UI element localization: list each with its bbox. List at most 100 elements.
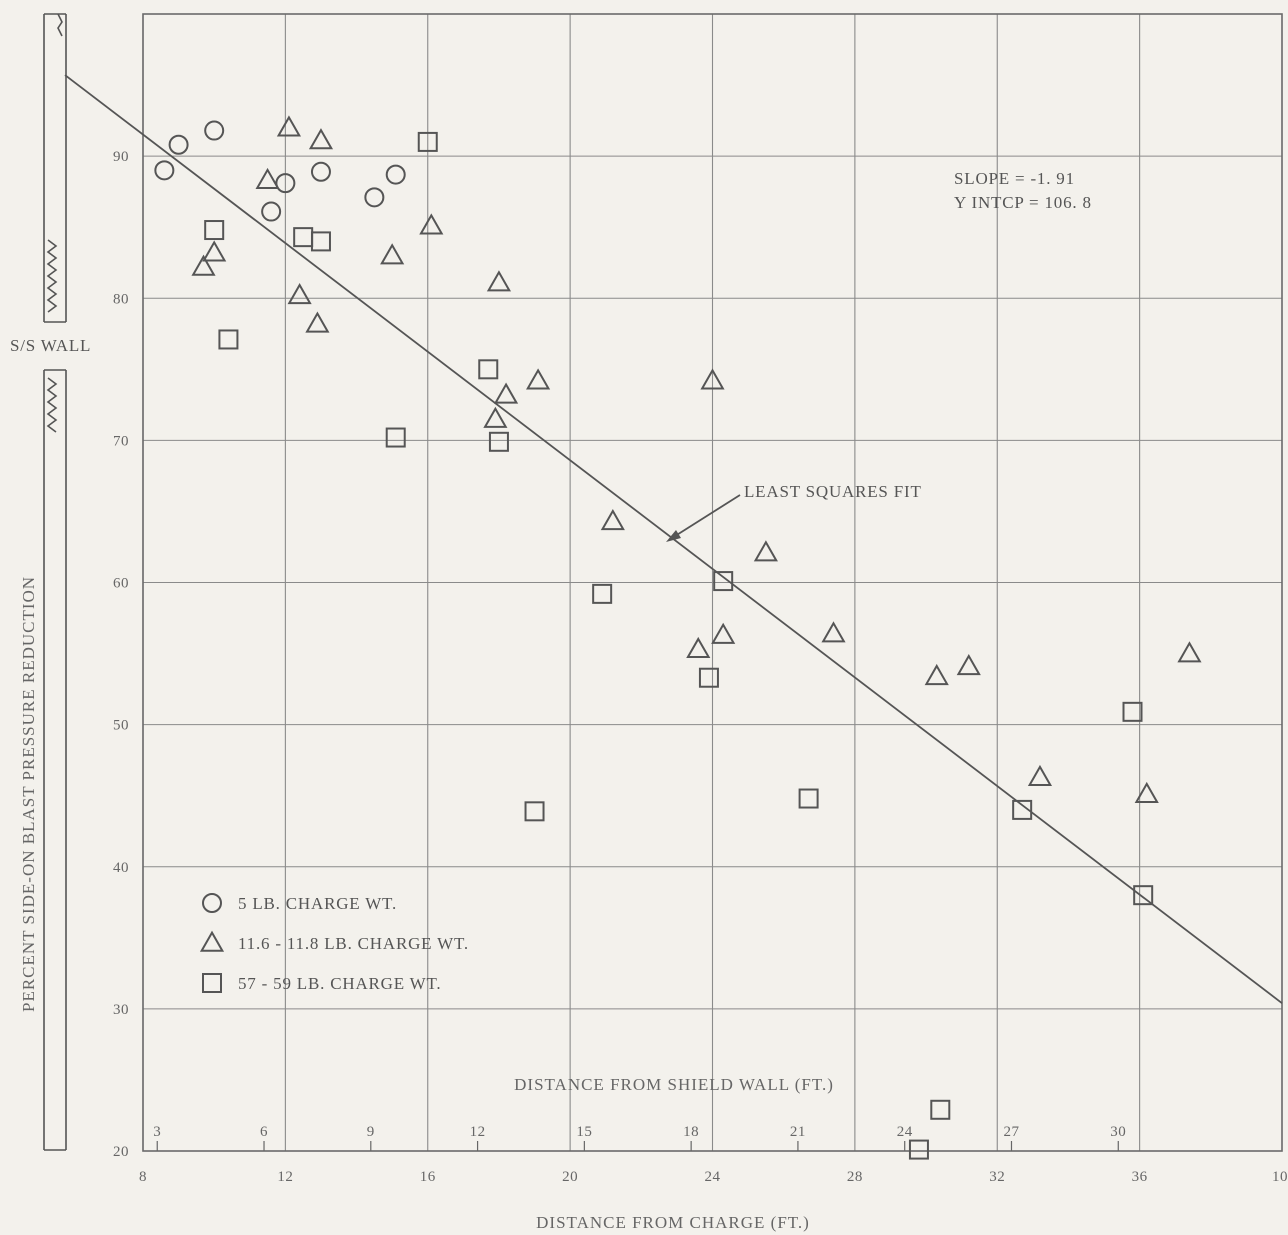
triangle-data-point [686,636,711,659]
square-data-point [310,231,331,252]
triangle-data-point [380,243,405,265]
secondary-x-tick-label: 27 [1003,1124,1019,1140]
fit-arrow-head [666,530,681,542]
legend-label: 57 - 59 LB. CHARGE WT. [238,974,442,993]
square-data-point [592,583,613,604]
y-axis-title: PERCENT SIDE-ON BLAST PRESSURE REDUCTION [19,576,38,1012]
x-tick-label: 10 [1272,1169,1288,1185]
legend-triangle-marker [199,930,225,952]
square-data-point [204,220,225,241]
fit-annotation: LEAST SQUARES FIT [666,482,922,542]
x-tick-label: 12 [277,1169,293,1185]
square-data-point [908,1139,929,1160]
legend-square-marker [202,973,222,993]
triangle-data-point [956,653,981,676]
y-tick-label: 50 [113,718,129,734]
triangle-data-point [191,254,216,276]
y-tick-label: 80 [113,291,129,307]
legend-label: 5 LB. CHARGE WT. [238,894,397,913]
circle-data-point [261,201,282,222]
data-points [154,115,1202,1160]
secondary-x-tick-label: 24 [897,1124,913,1140]
triangle-data-point [1134,781,1159,804]
wall-upper-break [46,13,63,313]
secondary-x-tick-label: 6 [260,1124,268,1140]
x-tick-label: 8 [139,1169,147,1185]
triangle-data-point [711,622,736,644]
y-tick-label: 70 [113,433,129,449]
square-data-point [488,431,509,452]
intercept-annotation: Y INTCP = 106. 8 [954,193,1092,212]
legend-label: 11.6 - 11.8 LB. CHARGE WT. [238,934,469,953]
square-data-point [1133,885,1154,906]
circle-data-point [204,120,225,141]
grid [142,14,1282,1152]
triangle-data-point [700,368,725,390]
triangle-data-point [287,283,312,305]
y-tick-label: 90 [113,149,129,165]
square-data-point [1122,701,1143,722]
secondary-x-tick-label: 15 [576,1124,592,1140]
triangle-data-point [276,115,302,137]
triangle-data-point [600,509,625,531]
circle-data-point [385,164,406,185]
legend: 5 LB. CHARGE WT. 11.6 - 11.8 LB. CHARGE W… [199,893,469,993]
triangle-data-point [753,540,778,562]
triangle-data-point [924,663,949,686]
secondary-x-tick-label: 12 [470,1124,486,1140]
secondary-x-tick-label: 21 [790,1124,806,1140]
square-data-point [218,329,239,350]
square-data-point [798,788,819,809]
x-tick-label: 24 [705,1169,721,1185]
x-tick-label: 28 [847,1169,863,1185]
square-data-point [478,359,499,380]
fit-label: LEAST SQUARES FIT [744,482,922,501]
triangle-data-point [419,213,444,235]
secondary-x-tick-label: 18 [683,1124,699,1140]
x-tick-label: 16 [420,1169,436,1185]
shield-wall-indicator: S/S WALL [10,13,91,1151]
slope-annotation: SLOPE = -1. 91 [954,169,1075,188]
secondary-x-tick-label: 30 [1110,1124,1126,1140]
y-tick-label: 60 [113,576,129,592]
square-data-point [698,667,719,688]
wall-label: S/S WALL [10,336,91,355]
wall-lower-break [46,377,58,433]
square-data-point [524,801,545,822]
triangle-data-point [308,128,334,150]
plot-frame [142,13,1283,1152]
square-data-point [930,1099,951,1120]
square-data-point [417,131,438,152]
triangle-data-point [305,311,330,333]
secondary-x-tick-label: 3 [153,1124,161,1140]
triangle-data-point [1027,764,1053,786]
x-tick-labels: 8 12 16 20 24 28 32 36 10 [139,1169,1288,1185]
secondary-x-tick-labels: 3 6 9 12 15 18 21 24 27 30 [153,1124,1126,1151]
square-data-point [293,227,314,248]
circle-data-point [310,161,331,182]
x-tick-label: 32 [989,1169,1005,1185]
y-tick-label: 30 [113,1002,129,1018]
y-tick-label: 20 [113,1144,129,1160]
legend-circle-marker [202,893,222,913]
wall-lower-bar [43,369,67,1151]
y-tick-label: 40 [113,860,129,876]
circle-data-point [275,173,296,194]
triangle-data-point [526,368,551,390]
circle-data-point [364,187,385,208]
x-axis-title: DISTANCE FROM CHARGE (FT.) [536,1213,810,1232]
x-tick-label: 36 [1132,1169,1148,1185]
triangle-data-point [483,406,508,428]
square-data-point [713,571,734,592]
triangle-data-point [1177,641,1202,663]
triangle-data-point [202,240,227,262]
triangle-data-point [821,621,846,643]
triangle-data-point [493,382,519,404]
square-data-point [1012,799,1033,820]
triangle-data-point [486,270,512,292]
circle-data-point [154,160,175,181]
y-tick-labels: 20 30 40 50 60 70 80 90 [113,149,129,1160]
wall-upper-bar [43,13,67,323]
fit-arrow-shaft [671,494,741,539]
